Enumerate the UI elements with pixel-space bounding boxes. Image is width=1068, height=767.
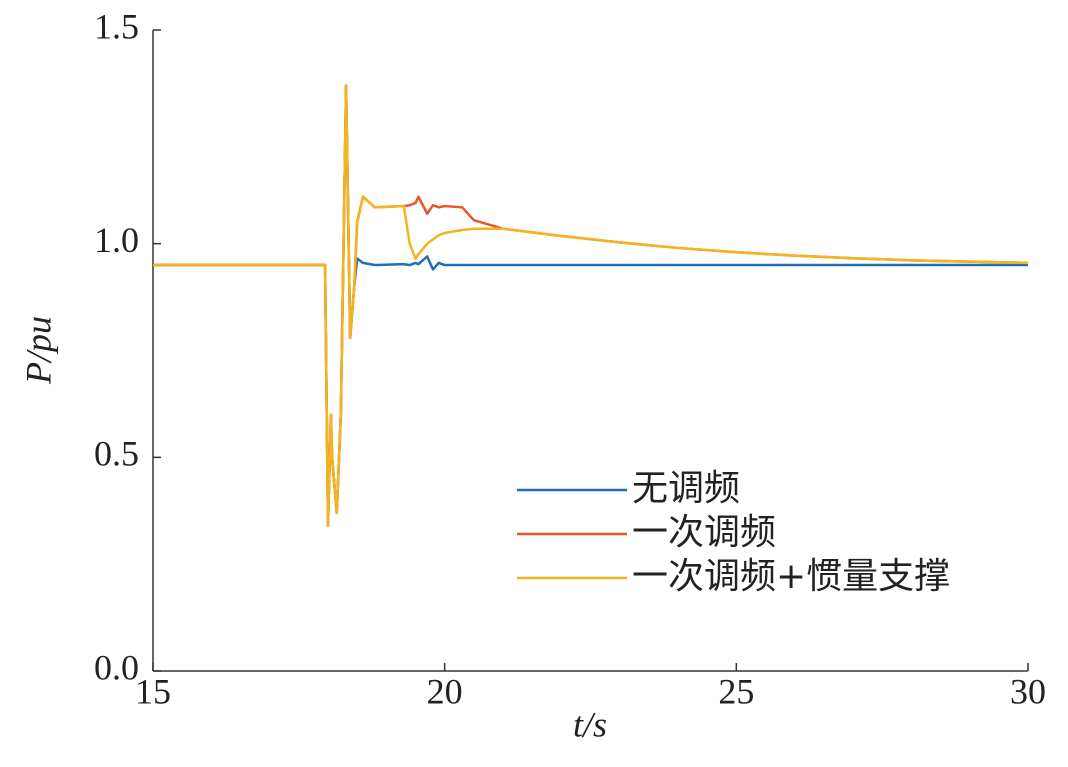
x-tick-label: 25 — [718, 671, 754, 711]
legend-label: 一次调频 — [632, 512, 776, 553]
series-line — [153, 84, 1028, 527]
y-tick-label: 1.0 — [94, 220, 139, 260]
x-axis-label: t/s — [573, 704, 607, 744]
y-axis-label: P/pu — [18, 316, 58, 385]
x-tick-label: 20 — [427, 671, 463, 711]
series-line — [153, 84, 1029, 527]
legend-label: 一次调频+惯量支撑 — [632, 556, 950, 597]
y-tick-label: 0.5 — [94, 434, 139, 474]
series-line — [153, 84, 1029, 527]
legend-label: 无调频 — [632, 468, 740, 509]
x-tick-label: 15 — [135, 671, 171, 711]
y-tick-label: 0.0 — [94, 647, 139, 687]
y-tick-label: 1.5 — [94, 6, 139, 46]
x-tick-label: 30 — [1010, 671, 1046, 711]
